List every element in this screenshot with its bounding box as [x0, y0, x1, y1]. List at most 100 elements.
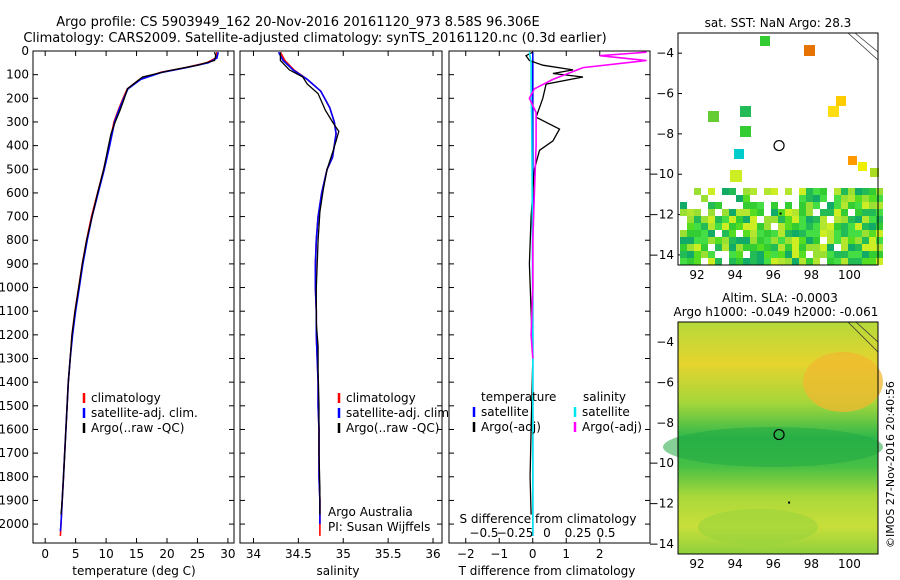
legend-label: satellite	[481, 405, 529, 419]
sst-cell	[792, 223, 799, 230]
sst-cell	[771, 258, 778, 265]
x-tick-label: 34	[246, 547, 261, 561]
sst-cell	[778, 244, 785, 251]
sst-cell	[764, 251, 771, 258]
salinity-xlabel: salinity	[316, 564, 359, 578]
sst-cell	[687, 209, 694, 216]
header-line1: Argo profile: CS 5903949_162 20-Nov-2016…	[56, 15, 540, 30]
sst-cell	[785, 244, 792, 251]
sst-cell	[722, 223, 729, 230]
legend-label: climatology	[346, 391, 416, 405]
sst-cell	[785, 209, 792, 216]
sst-cell	[687, 258, 694, 265]
sst-cell	[729, 251, 736, 258]
sst-cell	[785, 237, 792, 244]
temperature-panel: temperature (deg C) 0 5 10 15 20 25 3001002003…	[0, 44, 236, 578]
sst-cell	[862, 209, 869, 216]
sla-high	[803, 352, 883, 412]
sst-cell	[743, 258, 750, 265]
sst-cell	[680, 202, 687, 209]
sst-cell	[855, 223, 862, 230]
sst-cell	[834, 209, 841, 216]
map-x-label: 96	[766, 557, 781, 571]
sst-cell	[855, 237, 862, 244]
sst-cell	[834, 258, 841, 265]
legend-label: Argo(-adj)	[582, 420, 642, 434]
sst-cell	[862, 223, 869, 230]
sst-cell	[743, 195, 750, 202]
sst-cell	[715, 223, 722, 230]
sst-cell	[862, 230, 869, 237]
sst-patch	[760, 36, 770, 46]
difference-panel: T difference from climatology S differen…	[448, 50, 651, 578]
sst-cell	[827, 237, 834, 244]
legend-label: satellite-adj. clim.	[346, 406, 453, 420]
sst-cell	[708, 202, 715, 209]
sst-cell	[785, 251, 792, 258]
sst-cell	[806, 188, 813, 195]
sst-cell	[722, 209, 729, 216]
sst-cell	[743, 244, 750, 251]
sst-cell	[792, 209, 799, 216]
y-tick-label: 700	[6, 210, 29, 224]
series-line	[60, 51, 217, 515]
sst-cell	[743, 237, 750, 244]
sst-cell	[862, 216, 869, 223]
salinity-plot-frame	[239, 50, 443, 544]
x-tick-label: 36	[425, 547, 440, 561]
sst-cell	[680, 258, 687, 265]
sst-cell	[834, 202, 841, 209]
sst-cell	[841, 237, 848, 244]
map-y-label: −12	[649, 497, 674, 511]
map-x-label: 92	[689, 557, 704, 571]
y-tick-label: 1300	[0, 352, 29, 366]
x-tick-label: 1	[562, 547, 570, 561]
sst-cell	[813, 216, 820, 223]
sst-cell	[848, 223, 855, 230]
sst-cell	[785, 216, 792, 223]
sst-cell	[827, 223, 834, 230]
sst-cell	[764, 258, 771, 265]
sst-cell	[876, 195, 883, 202]
sst-cell	[848, 216, 855, 223]
sst-cell	[834, 237, 841, 244]
map-x-label: 100	[838, 268, 861, 282]
sst-cell	[722, 244, 729, 251]
sst-cell	[792, 251, 799, 258]
sst-cell	[708, 216, 715, 223]
legend-title: salinity	[583, 390, 626, 404]
sst-cell	[694, 216, 701, 223]
sst-cell	[848, 258, 855, 265]
sst-cell	[757, 202, 764, 209]
sst-cell	[687, 244, 694, 251]
map-y-label: −6	[656, 87, 674, 101]
sst-cell	[820, 230, 827, 237]
sst-cell	[820, 244, 827, 251]
sst-cell	[855, 188, 862, 195]
sst-cell	[813, 237, 820, 244]
sst-cell	[708, 237, 715, 244]
sst-cell	[743, 216, 750, 223]
sst-patch	[858, 162, 867, 171]
sst-cell	[687, 251, 694, 258]
sst-cell	[834, 188, 841, 195]
sst-cell	[771, 216, 778, 223]
sst-cell	[694, 237, 701, 244]
legend-label: satellite	[582, 405, 630, 419]
x-tick-label: 15	[129, 547, 144, 561]
sst-title: sat. SST: NaN Argo: 28.3	[705, 16, 852, 30]
x-tick-label: −2	[457, 547, 475, 561]
sst-patch	[836, 96, 846, 106]
sst-cell	[680, 251, 687, 258]
argo-marker	[773, 428, 785, 441]
sst-cell	[729, 216, 736, 223]
map-y-label: −10	[649, 456, 674, 470]
sst-cell	[736, 244, 743, 251]
sst-cell	[799, 195, 806, 202]
sst-cell	[715, 237, 722, 244]
sst-cell	[764, 230, 771, 237]
map-x-label: 92	[689, 268, 704, 282]
sst-cell	[827, 251, 834, 258]
sst-cell	[764, 244, 771, 251]
sst-cell	[834, 223, 841, 230]
